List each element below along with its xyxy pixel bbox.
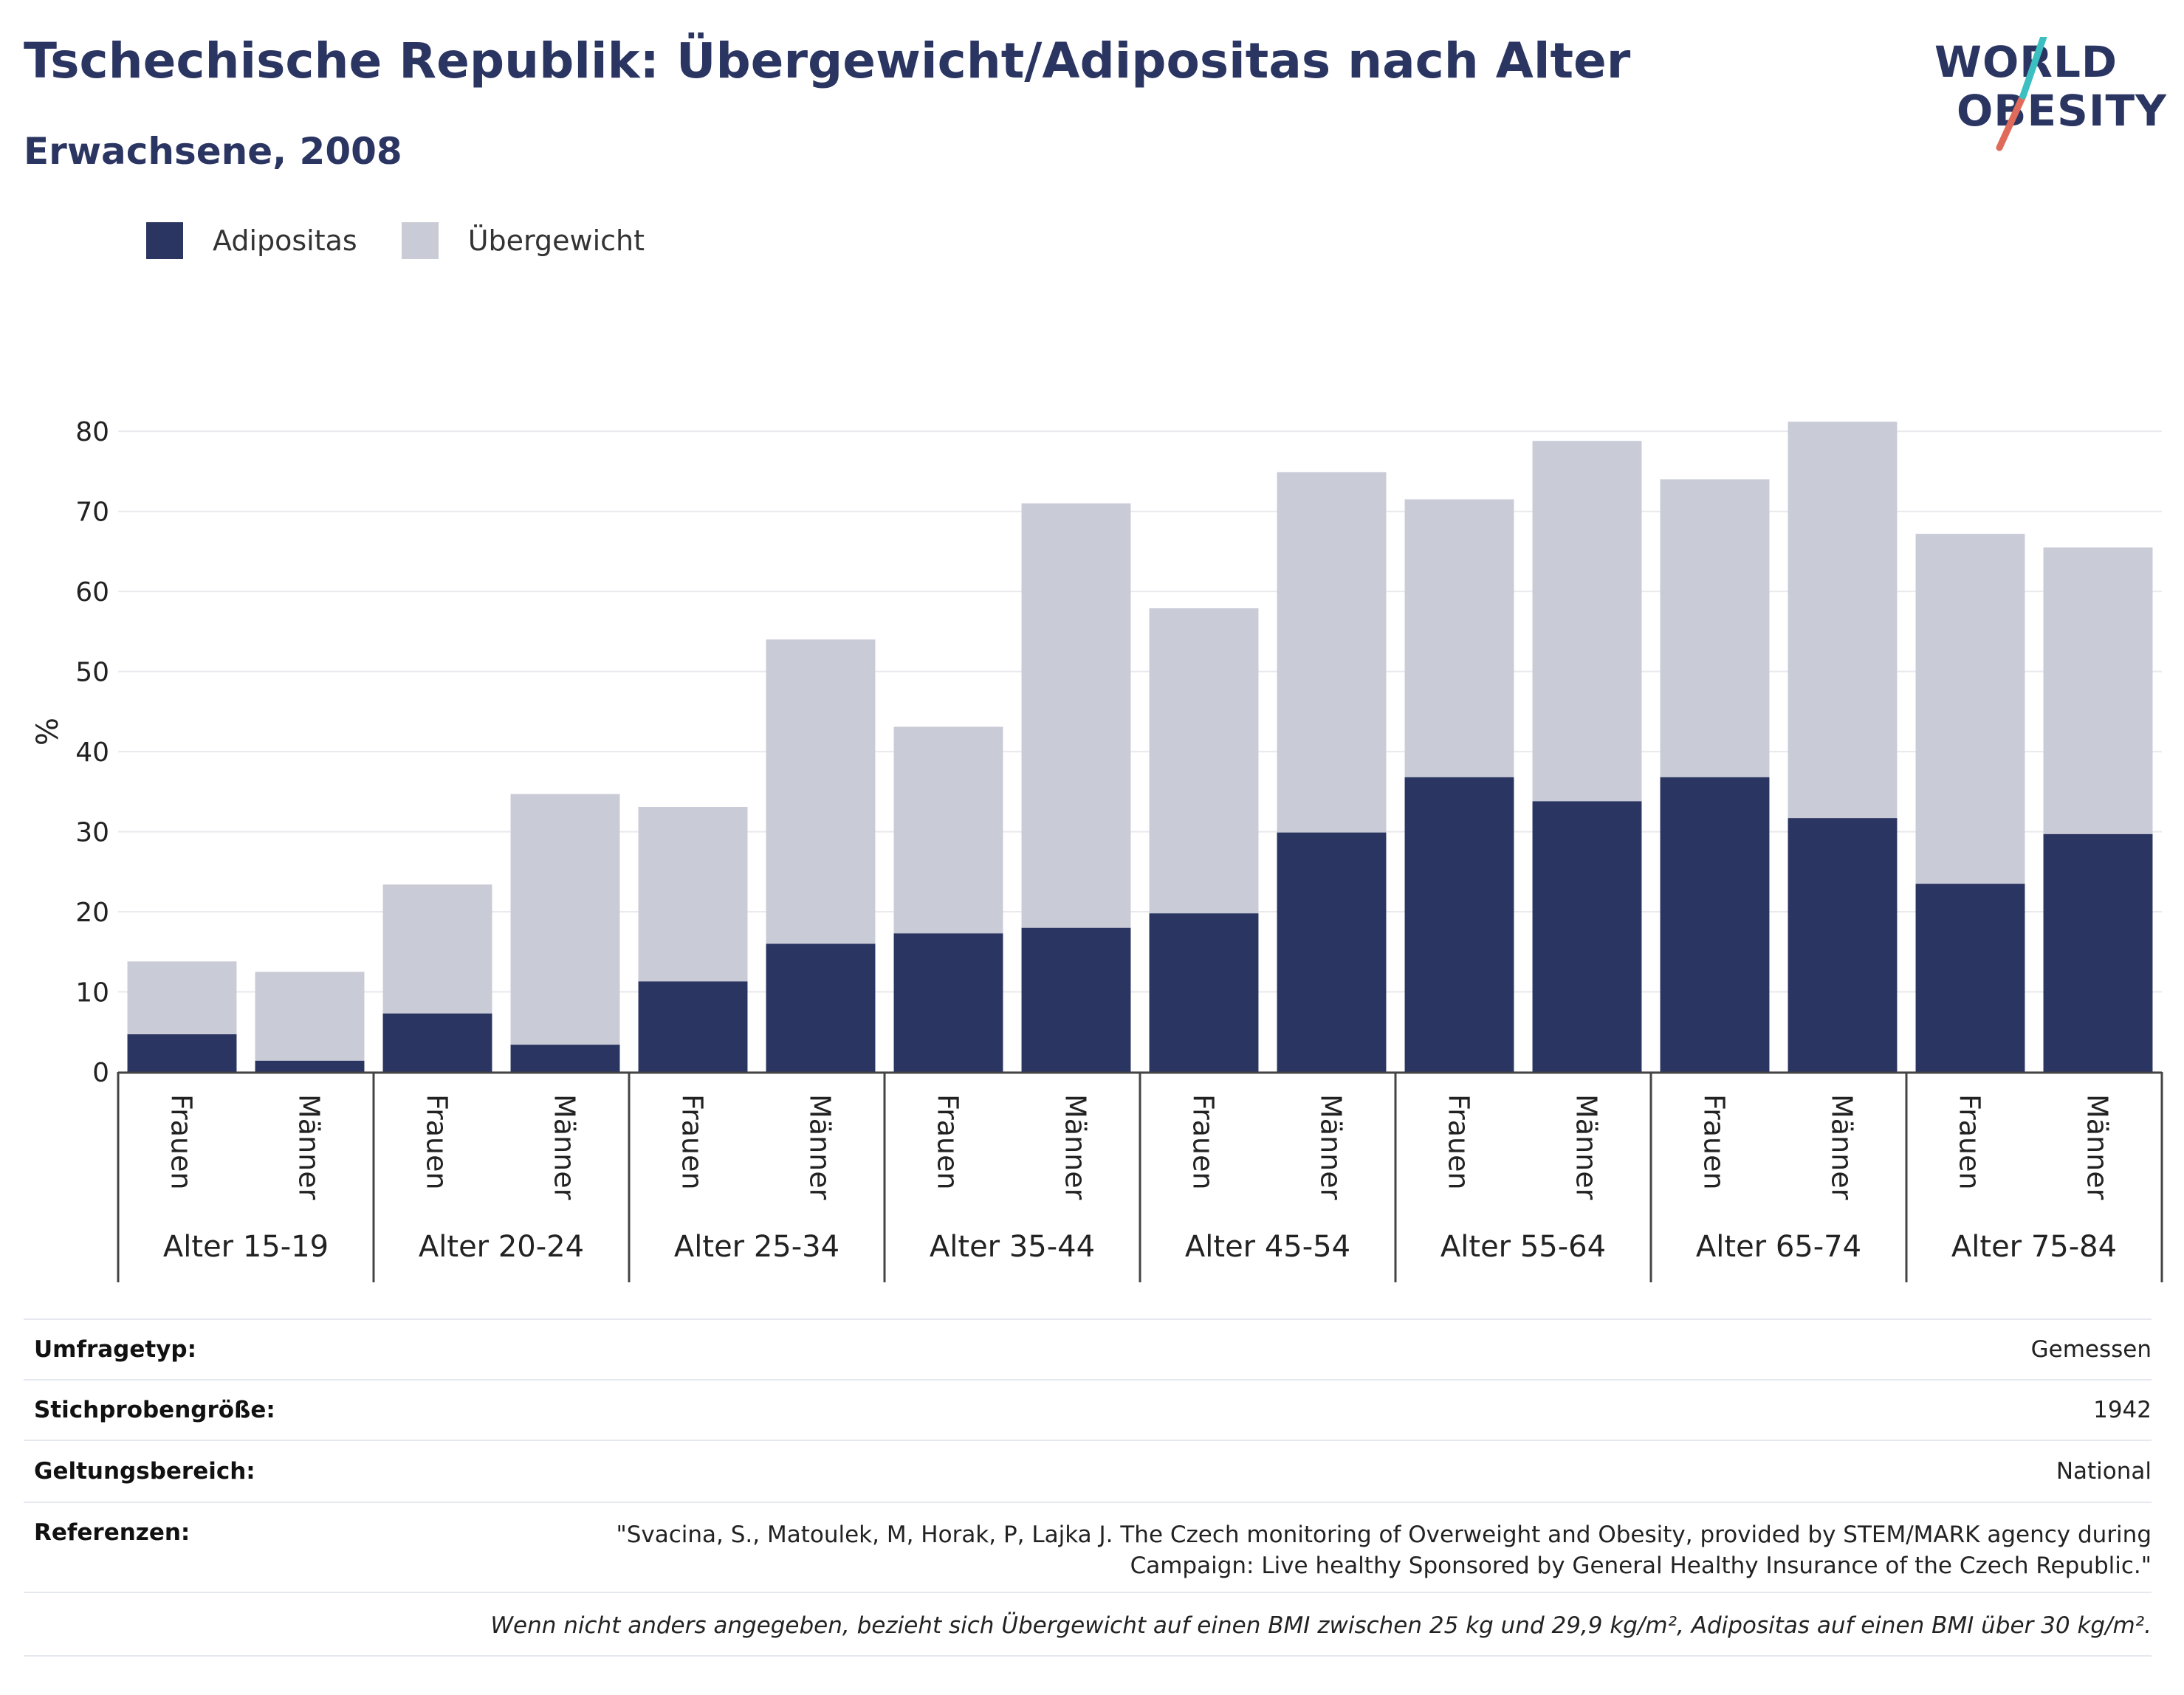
bar-adipositas (2043, 833, 2153, 1072)
y-tick-label: 10 (75, 978, 109, 1008)
bar-uebergewicht (255, 972, 365, 1061)
legend: Adipositas Übergewicht (146, 219, 689, 263)
bar-uebergewicht (382, 884, 492, 1014)
legend-item-adipositas: Adipositas (146, 222, 357, 259)
bar-adipositas (255, 1060, 365, 1072)
legend-item-uebergewicht: Übergewicht (401, 222, 645, 259)
x-subcategory-label: Männer (1826, 1094, 1858, 1200)
bar-adipositas (127, 1034, 237, 1072)
stacked-bar-chart: 0 10 20 30 40 50 60 70 80% Frauen Männer Frauen Männ… (31, 417, 2163, 1282)
info-value: 1942 (2093, 1397, 2152, 1423)
x-group-label: Alter 55-64 (1440, 1230, 1606, 1264)
bar-adipositas (1149, 913, 1259, 1072)
x-subcategory-label: Männer (1060, 1094, 1092, 1200)
chart-subtitle: Erwachsene, 2008 (24, 130, 402, 173)
bar-adipositas (510, 1045, 620, 1072)
info-value: "Svacina, S., Matoulek, M, Horak, P, Laj… (616, 1519, 2152, 1581)
info-value: Gemessen (2030, 1336, 2152, 1363)
bar-uebergewicht (1915, 534, 2025, 884)
info-row-referenzen: Referenzen: "Svacina, S., Matoulek, M, H… (24, 1502, 2152, 1592)
y-tick-label: 0 (92, 1058, 109, 1088)
bar-adipositas (382, 1013, 492, 1072)
info-key: Umfragetyp: (34, 1336, 196, 1363)
bar-adipositas (1915, 884, 2025, 1072)
bar-adipositas (1404, 777, 1514, 1072)
x-group-label: Alter 75-84 (1951, 1230, 2117, 1264)
reference-line-2: Campaign: Live healthy Sponsored by Gene… (1130, 1553, 2152, 1579)
x-subcategory-label: Frauen (1187, 1094, 1220, 1190)
bar-adipositas (1660, 777, 1770, 1072)
footnote: Wenn nicht anders angegeben, bezieht sic… (24, 1592, 2152, 1657)
y-tick-label: 80 (75, 417, 109, 447)
x-subcategory-label: Männer (1315, 1094, 1347, 1200)
legend-label-uebergewicht: Übergewicht (467, 224, 645, 257)
logo-line-2: OBESITY (1957, 86, 2168, 136)
legend-swatch-adipositas (146, 222, 183, 259)
x-subcategory-label: Frauen (1954, 1094, 1986, 1190)
bar-adipositas (638, 981, 748, 1072)
x-group-label: Alter 65-74 (1696, 1230, 1861, 1264)
bar-uebergewicht (1404, 499, 1514, 777)
bar-adipositas (1021, 927, 1131, 1072)
legend-swatch-uebergewicht (401, 222, 439, 259)
info-key: Stichprobengröße: (34, 1397, 275, 1423)
bar-uebergewicht (638, 806, 748, 982)
bar-adipositas (893, 933, 1003, 1072)
x-subcategory-label: Männer (549, 1094, 581, 1200)
logo-slash-icon (1996, 37, 2047, 151)
y-axis-label: % (31, 718, 65, 746)
bar-uebergewicht (127, 961, 237, 1035)
info-row-geltungsbereich: Geltungsbereich: National (24, 1440, 2152, 1502)
info-key: Geltungsbereich: (34, 1458, 255, 1485)
info-table: Umfragetyp: Gemessen Stichprobengröße: 1… (24, 1318, 2152, 1657)
info-key: Referenzen: (34, 1519, 190, 1546)
bar-uebergewicht (1532, 441, 1642, 802)
x-subcategory-label: Männer (804, 1094, 837, 1200)
legend-label-adipositas: Adipositas (213, 224, 357, 257)
info-value: National (2056, 1458, 2152, 1485)
y-tick-label: 20 (75, 898, 109, 928)
bar-uebergewicht (766, 639, 876, 944)
bar-uebergewicht (510, 794, 620, 1045)
x-group-label: Alter 35-44 (930, 1230, 1095, 1264)
y-tick-label: 60 (75, 577, 109, 608)
bar-adipositas (1532, 801, 1642, 1072)
x-subcategory-label: Männer (2081, 1094, 2114, 1200)
x-group-label: Alter 25-34 (674, 1230, 839, 1264)
x-subcategory-label: Männer (293, 1094, 326, 1200)
x-subcategory-label: Frauen (421, 1094, 453, 1190)
bar-adipositas (766, 943, 876, 1072)
x-subcategory-label: Frauen (165, 1094, 198, 1190)
bar-uebergewicht (893, 726, 1003, 934)
x-subcategory-label: Frauen (676, 1094, 709, 1190)
bar-adipositas (1788, 818, 1898, 1072)
bar-uebergewicht (1660, 479, 1770, 777)
bar-uebergewicht (1149, 608, 1259, 914)
x-subcategory-label: Frauen (1698, 1094, 1731, 1190)
world-obesity-logo: WORLD OBESITY (1927, 37, 2171, 162)
x-group-label: Alter 45-54 (1185, 1230, 1350, 1264)
y-tick-label: 40 (75, 738, 109, 768)
bar-uebergewicht (1277, 472, 1387, 833)
bar-uebergewicht (2043, 547, 2153, 834)
bar-adipositas (1277, 832, 1387, 1072)
y-tick-label: 50 (75, 658, 109, 688)
info-row-stichprobe: Stichprobengröße: 1942 (24, 1379, 2152, 1440)
info-row-umfragetyp: Umfragetyp: Gemessen (24, 1318, 2152, 1379)
chart-title: Tschechische Republik: Übergewicht/Adipo… (24, 32, 1631, 89)
x-group-label: Alter 20-24 (419, 1230, 584, 1264)
y-tick-label: 70 (75, 498, 109, 528)
reference-line-1: "Svacina, S., Matoulek, M, Horak, P, Laj… (616, 1522, 2152, 1548)
x-subcategory-label: Männer (1570, 1094, 1603, 1200)
bar-uebergewicht (1788, 422, 1898, 819)
x-subcategory-label: Frauen (1443, 1094, 1475, 1190)
x-group-label: Alter 15-19 (163, 1230, 329, 1264)
y-tick-label: 30 (75, 818, 109, 848)
x-subcategory-label: Frauen (932, 1094, 964, 1190)
bar-uebergewicht (1021, 503, 1131, 928)
